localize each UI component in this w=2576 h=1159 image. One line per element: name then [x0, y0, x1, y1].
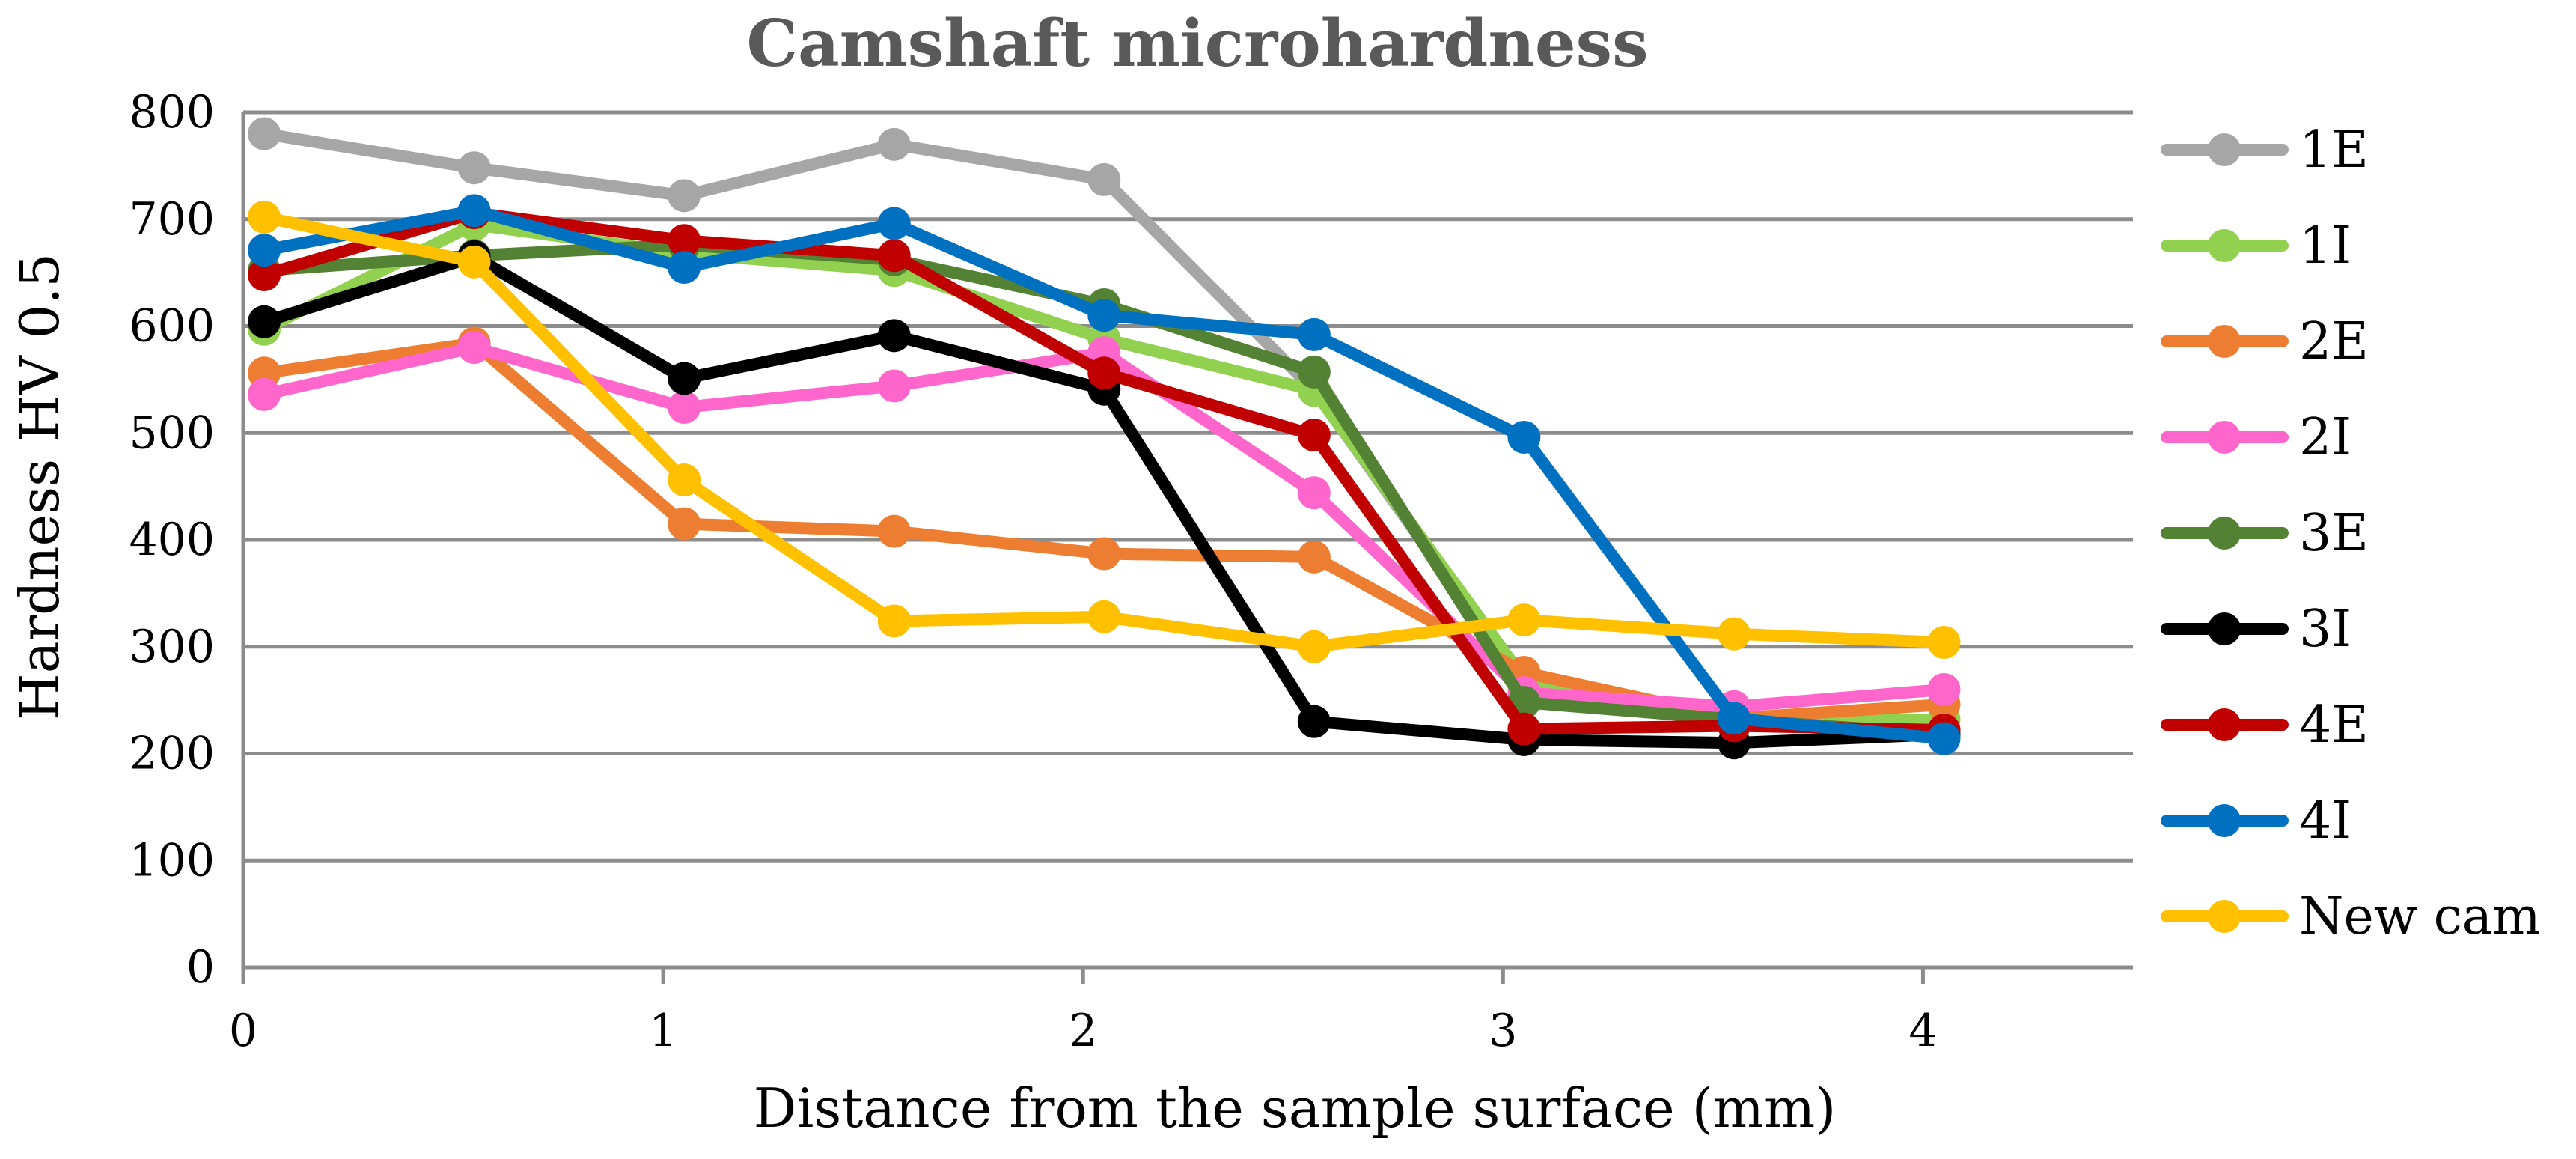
legend-marker-new-cam	[2208, 900, 2241, 933]
x-tick-label: 3	[1489, 1005, 1517, 1057]
y-tick-label: 700	[129, 193, 215, 246]
data-point-2i	[877, 369, 911, 403]
x-tick-label: 0	[229, 1005, 257, 1057]
data-point-2e	[1297, 540, 1331, 574]
legend-marker-4i	[2208, 804, 2241, 837]
data-point-1e	[877, 127, 911, 161]
data-point-new-cam	[877, 604, 911, 638]
y-tick-label: 300	[129, 621, 215, 673]
data-point-3i	[1297, 705, 1331, 738]
legend-item-2i: 2I	[2161, 408, 2351, 467]
x-tick-label: 1	[649, 1005, 677, 1057]
data-point-1e	[668, 179, 701, 213]
data-point-2i	[248, 377, 281, 411]
data-point-new-cam	[668, 463, 701, 497]
y-axis-label: Hardness HV 0.5	[8, 253, 71, 720]
legend-label-1i: 1I	[2299, 216, 2351, 276]
data-point-2i	[668, 390, 701, 424]
legend-item-3i: 3I	[2161, 600, 2351, 659]
legend: 1E 1I 2E 2I 3E 3I 4E 4I New cam	[2161, 121, 2541, 946]
data-point-new-cam	[248, 200, 281, 234]
data-point-2i	[1297, 476, 1331, 510]
x-tick-label: 4	[1908, 1005, 1937, 1057]
legend-item-4e: 4E	[2161, 696, 2369, 755]
data-point-4i	[877, 207, 911, 240]
legend-item-4i: 4I	[2161, 791, 2351, 851]
legend-item-3e: 3E	[2161, 504, 2369, 563]
data-point-1e	[1087, 162, 1121, 196]
y-tick-label: 200	[129, 728, 215, 780]
legend-label-3i: 3I	[2299, 600, 2351, 659]
data-point-2i	[1927, 672, 1961, 706]
x-axis-label: Distance from the sample surface (mm)	[754, 1077, 1837, 1140]
data-point-4e	[877, 239, 911, 273]
x-tick-labels: 0 1 2 3 4	[229, 1005, 1938, 1057]
data-point-4i	[1717, 702, 1751, 735]
data-point-new-cam	[1927, 626, 1961, 660]
data-point-new-cam	[1717, 617, 1751, 651]
data-point-3i	[877, 319, 911, 353]
data-point-4e	[1087, 356, 1121, 390]
data-point-3i	[248, 305, 281, 338]
y-tick-label: 500	[129, 407, 215, 459]
data-point-4i	[457, 194, 491, 228]
data-point-2i	[457, 331, 491, 365]
y-tick-labels: 0 100 200 300 400 500 600 700 800	[129, 86, 215, 994]
legend-label-new-cam: New cam	[2299, 887, 2541, 946]
legend-marker-2e	[2208, 325, 2241, 358]
y-tick-label: 600	[129, 300, 215, 353]
series-new-cam	[248, 200, 1961, 663]
chart-title: Camshaft microhardness	[747, 6, 1649, 82]
legend-marker-3e	[2208, 517, 2241, 550]
legend-marker-1i	[2208, 229, 2241, 262]
data-point-4e	[668, 224, 701, 258]
legend-marker-2i	[2208, 421, 2241, 454]
y-tick-label: 0	[186, 941, 215, 994]
data-point-4e	[248, 258, 281, 291]
data-point-new-cam	[1297, 630, 1331, 663]
legend-label-1e: 1E	[2299, 121, 2369, 180]
series-layer	[248, 117, 1961, 760]
data-point-4i	[668, 250, 701, 284]
legend-marker-3i	[2208, 612, 2241, 645]
data-point-4i	[1297, 317, 1331, 351]
legend-label-4i: 4I	[2299, 791, 2351, 851]
data-point-4i	[1927, 722, 1961, 755]
data-point-4e	[1297, 419, 1331, 452]
data-point-2e	[1087, 537, 1121, 571]
legend-item-1i: 1I	[2161, 216, 2351, 276]
data-point-new-cam	[1507, 603, 1541, 637]
legend-item-1e: 1E	[2161, 121, 2369, 180]
data-point-1e	[457, 151, 491, 185]
data-point-3i	[668, 362, 701, 395]
data-point-3e	[1297, 355, 1331, 389]
legend-label-3e: 3E	[2299, 504, 2369, 563]
legend-label-2e: 2E	[2299, 312, 2369, 371]
legend-label-2i: 2I	[2299, 408, 2351, 467]
legend-marker-1e	[2208, 133, 2241, 166]
data-point-2e	[668, 507, 701, 541]
y-tick-label: 100	[129, 834, 215, 886]
legend-item-2e: 2E	[2161, 312, 2369, 371]
legend-label-4e: 4E	[2299, 696, 2369, 755]
data-point-1e	[248, 117, 281, 150]
data-point-new-cam	[457, 245, 491, 279]
data-point-4i	[1087, 299, 1121, 332]
y-tick-label: 800	[129, 86, 215, 139]
legend-item-new-cam: New cam	[2161, 887, 2541, 946]
legend-marker-4e	[2208, 708, 2241, 741]
data-point-4e	[1507, 712, 1541, 746]
data-point-2e	[877, 514, 911, 548]
data-point-4i	[1507, 420, 1541, 454]
data-point-4i	[248, 234, 281, 267]
axes	[241, 112, 2133, 984]
y-tick-label: 400	[129, 514, 215, 566]
x-tick-label: 2	[1069, 1005, 1097, 1057]
data-point-new-cam	[1087, 600, 1121, 633]
